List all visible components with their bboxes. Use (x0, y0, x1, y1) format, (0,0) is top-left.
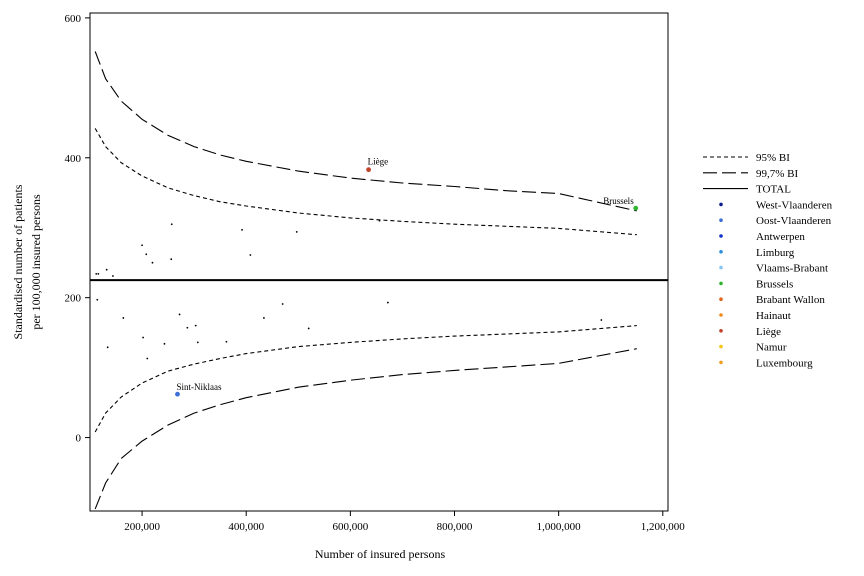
point-sint-niklaas (175, 391, 180, 397)
x-axis-title: Number of insured persons (315, 547, 446, 561)
x-axis: 200,000 400,000 600,000 800,000 1,000,000 1,2… (124, 511, 685, 533)
data-point (146, 357, 149, 360)
point-li-ge (366, 167, 371, 173)
data-point (263, 317, 265, 319)
legend-marker (719, 281, 723, 286)
x-tick-label: 1,200,000 (641, 521, 686, 533)
x-tick-label: 600,000 (332, 521, 368, 533)
y-tick-label: 200 (65, 293, 82, 305)
legend-label: Vlaams-Brabant (756, 263, 828, 275)
data-point (112, 275, 114, 277)
data-point (163, 342, 166, 345)
data-point (307, 327, 310, 330)
data-point (186, 326, 189, 329)
data-point (141, 244, 143, 247)
data-point (106, 346, 109, 349)
data-point (97, 272, 100, 275)
x-tick-label: 1,000,000 (537, 521, 582, 533)
legend-marker (719, 297, 723, 302)
limit-curve-lower-997 (94, 348, 637, 510)
legend-label: West-Vlaanderen (756, 199, 833, 211)
x-tick-label: 400,000 (228, 521, 264, 533)
legend-label: 95% BI (756, 152, 790, 164)
legend: 95% BI 99,7% BI TOTAL West-Vlaanderen Oost-V… (703, 152, 833, 369)
y-axis-title-2: per 100,000 insured persons (29, 194, 43, 330)
limit-curve-upper-95 (94, 128, 637, 236)
data-point (142, 336, 145, 339)
legend-label: TOTAL (756, 184, 791, 196)
data-point (600, 319, 603, 321)
data-point (249, 254, 252, 256)
point-label: Liège (368, 157, 389, 167)
data-point (386, 301, 389, 304)
legend-marker (719, 265, 723, 270)
x-tick-label: 800,000 (437, 521, 473, 533)
data-point (194, 324, 197, 327)
legend-label: Oost-Vlaanderen (756, 215, 832, 227)
legend-marker (719, 202, 723, 207)
y-axis-title-line2: per 100,000 insured persons (29, 194, 43, 330)
point-annotations: Liège Brussels Sint-Niklaas (176, 157, 634, 393)
data-point (178, 313, 181, 316)
data-point (151, 261, 154, 264)
legend-marker (719, 344, 723, 349)
data-point (170, 223, 173, 226)
y-tick-label: 0 (76, 433, 82, 445)
data-point (105, 268, 108, 271)
legend-marker (719, 250, 723, 254)
legend-label: Brussels (756, 278, 793, 290)
data-point (378, 219, 381, 222)
legend-label: Antwerpen (756, 231, 805, 243)
point-brussels (633, 205, 639, 211)
data-point (196, 341, 199, 344)
x-tick-label: 200,000 (124, 521, 160, 533)
legend-label: 99,7% BI (756, 168, 799, 180)
legend-marker (719, 360, 723, 365)
data-point (295, 231, 298, 233)
data-point (145, 253, 148, 256)
y-axis-title: Standardised number of patients (11, 184, 25, 339)
legend-marker (719, 234, 723, 238)
legend-marker (719, 329, 723, 333)
legend-marker (719, 313, 723, 317)
data-point (170, 258, 173, 261)
legend-label: Liège (756, 326, 781, 338)
point-label: Brussels (603, 196, 634, 206)
y-axis: 0 200 400 600 (65, 13, 90, 445)
legend-label: Brabant Wallon (756, 294, 825, 306)
data-point (241, 228, 243, 231)
y-tick-label: 600 (65, 13, 82, 25)
limit-curve-lower-95 (94, 325, 637, 433)
point-label: Sint-Niklaas (176, 382, 221, 392)
y-tick-label: 400 (65, 153, 82, 165)
data-point (225, 340, 228, 343)
plot-area (89, 12, 669, 512)
legend-label: Limburg (756, 247, 795, 259)
legend-marker (719, 218, 723, 222)
legend-label: Hainaut (756, 310, 791, 322)
data-point (281, 303, 284, 305)
limit-curve-upper-997 (94, 51, 637, 212)
data-point (96, 298, 99, 301)
legend-label: Namur (756, 342, 787, 354)
data-point (95, 272, 98, 275)
data-point (122, 317, 125, 319)
y-axis-title-line1: Standardised number of patients (11, 184, 25, 339)
confidence-limits (94, 51, 637, 510)
data-points (95, 167, 639, 397)
legend-label: Luxembourg (756, 357, 813, 369)
